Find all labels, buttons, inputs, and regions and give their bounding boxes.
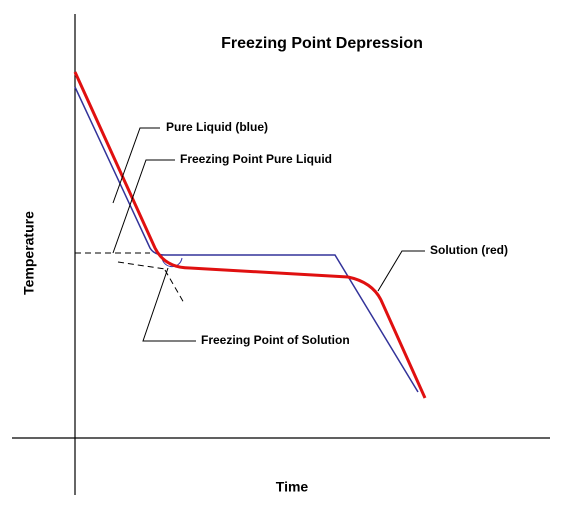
dashed-line	[164, 269, 185, 304]
title: Freezing Point Depression	[221, 35, 423, 52]
x-axis-label: Time	[276, 479, 309, 495]
solution-curve	[73, 71, 427, 399]
leader-line	[112, 159, 175, 254]
dashed-line	[117, 261, 166, 270]
label: Pure Liquid (blue)	[166, 120, 268, 134]
leader-line	[377, 250, 425, 292]
y-axis-label: Temperature	[21, 211, 37, 295]
leader-line	[112, 127, 160, 204]
label: Solution (red)	[430, 243, 508, 257]
label: Freezing Point of Solution	[201, 333, 350, 347]
label: Freezing Point Pure Liquid	[180, 152, 332, 166]
leader-line	[142, 267, 196, 342]
